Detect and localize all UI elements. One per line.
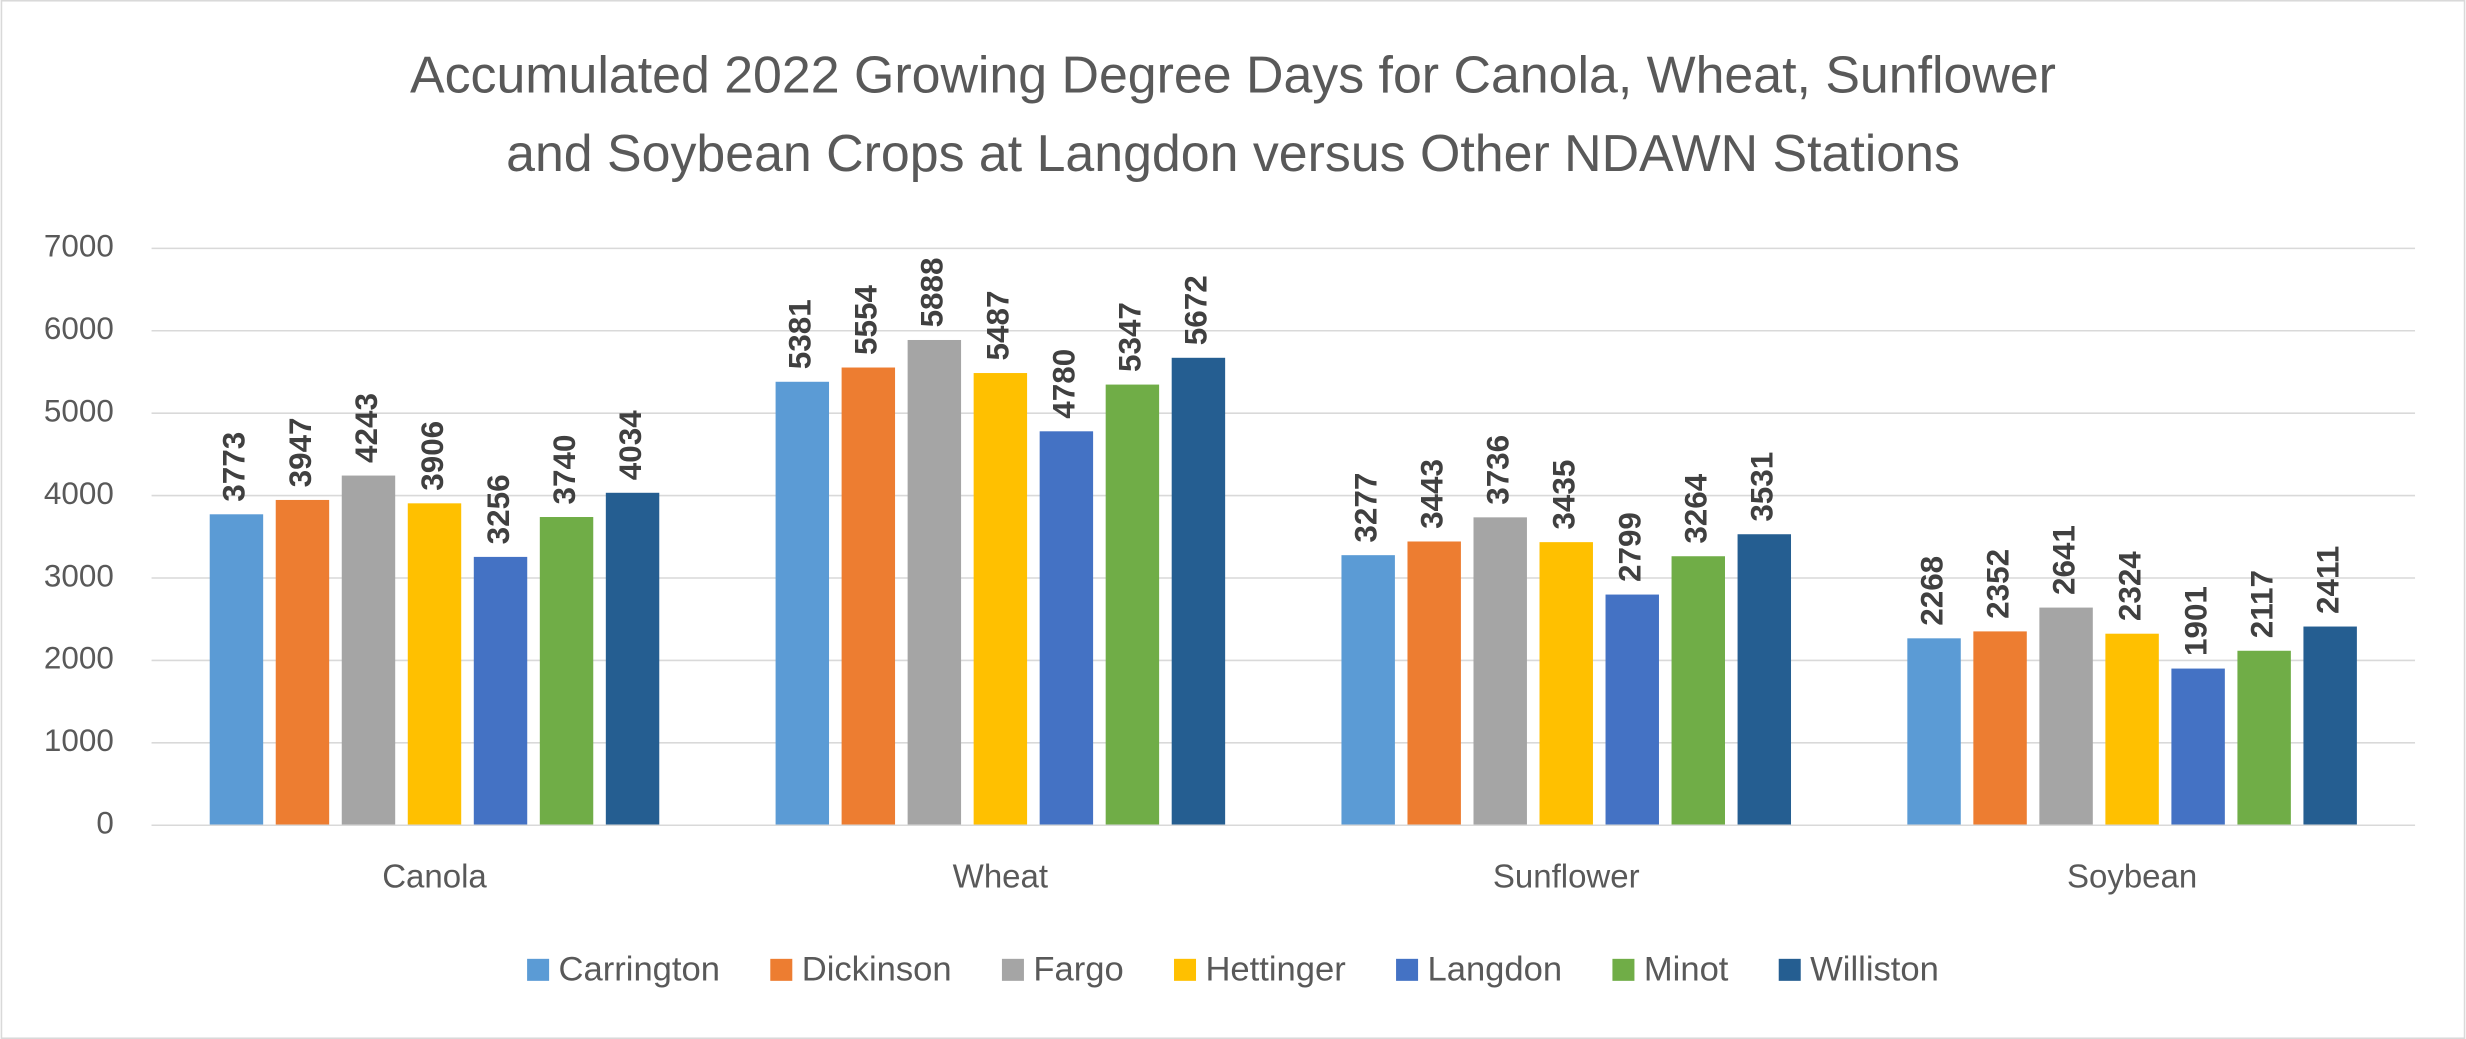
y-tick-label: 0 (96, 806, 113, 841)
legend-swatch (1612, 958, 1635, 981)
value-label: 3277 (1348, 473, 1383, 543)
value-label: 2799 (1613, 512, 1648, 582)
value-label: 3443 (1414, 459, 1449, 529)
value-label: 2641 (2046, 525, 2081, 595)
y-tick-label: 1000 (44, 723, 114, 758)
value-label: 3740 (547, 435, 582, 505)
value-label: 4780 (1047, 349, 1082, 419)
value-label: 2411 (2310, 546, 2345, 614)
value-label: 1901 (2178, 586, 2213, 656)
x-tick-label: Soybean (2067, 857, 2197, 894)
legend-label: Williston (1810, 951, 1939, 989)
y-tick-label: 3000 (44, 558, 114, 593)
value-label: 3947 (283, 417, 318, 487)
legend-swatch (1001, 958, 1024, 981)
bar (341, 475, 396, 826)
legend-swatch (527, 958, 550, 981)
value-label: 3773 (217, 432, 252, 502)
bar (1407, 541, 1461, 826)
value-label: 5487 (981, 291, 1016, 361)
value-label: 2117 (2244, 570, 2279, 638)
chart-title: and Soybean Crops at Langdon versus Othe… (506, 124, 1960, 182)
value-label: 4243 (349, 393, 384, 463)
bar (1737, 534, 1792, 826)
bar (1039, 431, 1094, 826)
bar (1473, 517, 1527, 826)
bar (275, 499, 330, 826)
value-label: 3531 (1745, 452, 1780, 522)
value-label: 5554 (849, 285, 884, 355)
y-tick-label: 2000 (44, 641, 114, 676)
bar (841, 367, 896, 826)
value-label: 2352 (1980, 549, 2015, 619)
value-label: 5381 (783, 299, 818, 369)
y-tick-label: 5000 (44, 393, 114, 428)
bar (539, 517, 594, 826)
legend-label: Carrington (559, 951, 720, 989)
bar (2171, 668, 2225, 826)
bar (1105, 384, 1160, 826)
x-tick-label: Wheat (953, 857, 1048, 894)
legend-label: Langdon (1428, 951, 1563, 989)
legend-label: Hettinger (1205, 951, 1345, 989)
value-label: 5347 (1113, 302, 1148, 372)
x-tick-label: Sunflower (1493, 857, 1640, 894)
value-label: 3256 (481, 474, 516, 544)
y-tick-label: 4000 (44, 476, 114, 511)
legend-swatch (1778, 958, 1801, 981)
y-tick-label: 6000 (44, 311, 114, 346)
legend-label: Fargo (1033, 951, 1123, 989)
bar (2303, 626, 2357, 826)
value-label: 2268 (1914, 556, 1949, 626)
bar (1171, 357, 1226, 826)
legend-swatch (1174, 958, 1197, 981)
bar (2237, 650, 2291, 826)
value-label: 3906 (415, 421, 450, 491)
bar (209, 514, 264, 826)
bar (2105, 633, 2159, 826)
value-label: 5672 (1179, 275, 1214, 345)
bar (907, 339, 962, 826)
legend-label: Dickinson (802, 951, 952, 989)
bar (775, 381, 830, 826)
bar (1907, 638, 1961, 826)
y-tick-label: 7000 (44, 229, 114, 264)
bar (1539, 542, 1593, 826)
bar (473, 556, 528, 826)
bar (605, 492, 660, 826)
value-label: 3435 (1547, 460, 1582, 530)
bar (1671, 556, 1725, 826)
bar (1341, 555, 1395, 826)
bar (1605, 594, 1659, 826)
value-label: 4034 (613, 410, 648, 480)
value-label: 2324 (2112, 551, 2147, 621)
legend-swatch (1396, 958, 1419, 981)
value-label: 3736 (1481, 435, 1516, 505)
bar (407, 503, 462, 826)
x-tick-label: Canola (382, 857, 487, 894)
legend: Carrington Dickinson Fargo Hettinger Langdon… (527, 951, 1939, 989)
bar (1973, 631, 2027, 826)
value-label: 3264 (1679, 473, 1714, 543)
legend-label: Minot (1644, 951, 1729, 989)
chart-title: Accumulated 2022 Growing Degree Days for… (410, 45, 2056, 103)
bar (973, 373, 1028, 826)
value-label: 5888 (915, 258, 950, 328)
legend-swatch (770, 958, 793, 981)
bar (2039, 607, 2093, 826)
